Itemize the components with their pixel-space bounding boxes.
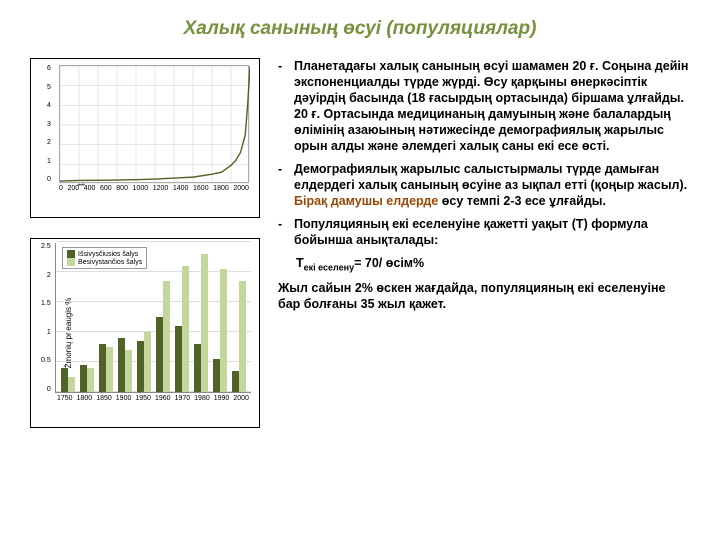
population-line-chart: þmoniø skaièius milijardais 0123456 0200… — [30, 58, 260, 218]
bullet-item: -Планетадағы халық санының өсуі шамамен … — [278, 58, 690, 154]
final-paragraph: Жыл сайын 2% өскен жағдайда, популяцияны… — [278, 280, 690, 312]
charts-column: þmoniø skaièius milijardais 0123456 0200… — [30, 58, 260, 428]
chart2-yaxis: 00.511.522.5 — [41, 243, 51, 393]
formula-var: Т — [296, 256, 304, 270]
slide-title: Халық санының өсуі (популяциялар) — [30, 18, 690, 40]
bullet-item: -Демографиялық жарылыс салыстырмалы түрд… — [278, 161, 690, 209]
formula-line: Текі еселену= 70/ өсім% — [296, 255, 690, 274]
chart1-yaxis: 0123456 — [47, 65, 51, 183]
bullet-marker: - — [278, 161, 294, 209]
chart1-plot — [59, 65, 249, 183]
bullet-text: Демографиялық жарылыс салыстырмалы түрде… — [294, 161, 690, 209]
chart1-svg — [60, 66, 250, 184]
bullet-marker: - — [278, 58, 294, 154]
text-column: -Планетадағы халық санының өсуі шамамен … — [278, 58, 690, 428]
chart1-xaxis: 0200400600800100012001400160018002000 — [59, 185, 249, 192]
formula-rest: = 70/ өсім% — [354, 256, 424, 270]
chart2-xaxis: 1750180018501900195019601970198019902000 — [55, 395, 251, 402]
formula-subscript: екі еселену — [304, 263, 354, 273]
chart2-plot: Išsivysčiusios šalysBesivystančios šalys — [55, 243, 251, 393]
bullet-item: -Популяцияның екі еселенуіне қажетті уақ… — [278, 216, 690, 248]
bullet-text: Популяцияның екі еселенуіне қажетті уақы… — [294, 216, 690, 248]
content-row: þmoniø skaièius milijardais 0123456 0200… — [30, 58, 690, 428]
bullet-text: Планетадағы халық санының өсуі шамамен 2… — [294, 58, 690, 154]
growth-bar-chart: Žmonių prieaugis % 00.511.522.5 Išsivysč… — [30, 238, 260, 428]
bullet-marker: - — [278, 216, 294, 248]
chart2-bars — [56, 243, 251, 392]
